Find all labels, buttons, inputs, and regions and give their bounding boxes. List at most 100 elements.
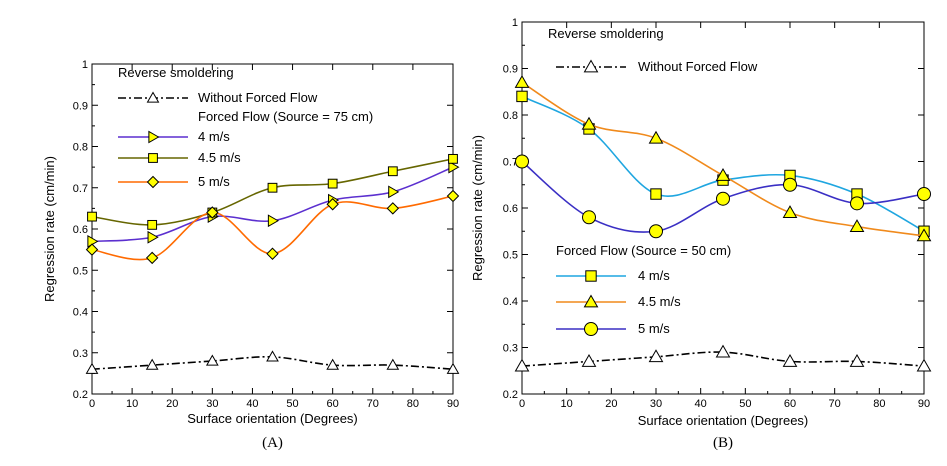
y-tick-label: 0.5 — [73, 265, 88, 277]
data-point — [849, 353, 865, 367]
data-point — [649, 224, 663, 239]
legend-label: 5 m/s — [638, 321, 670, 336]
x-tick-label: 30 — [206, 398, 218, 410]
y-tick-label: 0.4 — [73, 307, 88, 319]
data-point — [849, 219, 865, 232]
legend-label: 4.5 m/s — [638, 294, 681, 309]
x-tick-label: 60 — [327, 398, 339, 410]
y-tick-label: 0.6 — [73, 224, 88, 236]
legend-label: Without Forced Flow — [638, 59, 758, 74]
y-tick-label: 0.2 — [73, 389, 88, 401]
data-point — [715, 167, 731, 181]
legend-marker — [585, 270, 597, 282]
x-axis-label: Surface orientation (Degrees) — [187, 411, 358, 426]
data-point — [783, 177, 797, 192]
data-point — [267, 182, 278, 193]
legend-label: Without Forced Flow — [198, 90, 318, 105]
y-axis-label: Regression rate (cm/min) — [42, 156, 57, 302]
data-point — [388, 185, 400, 199]
x-tick-label: 90 — [918, 398, 930, 410]
data-point — [446, 189, 460, 203]
legend-marker — [584, 322, 598, 336]
y-tick-label: 0.5 — [503, 250, 518, 262]
data-point — [266, 350, 279, 362]
x-tick-label: 60 — [784, 398, 796, 410]
data-point — [147, 219, 158, 230]
data-point — [782, 353, 798, 367]
legend-label: 4.5 m/s — [198, 150, 241, 165]
data-point — [516, 90, 528, 103]
data-point — [648, 349, 664, 363]
legend-title: Reverse smoldering — [548, 26, 664, 41]
data-point — [515, 154, 529, 169]
y-tick-label: 0.6 — [503, 203, 518, 215]
legend-marker — [146, 175, 160, 189]
x-tick-label: 70 — [367, 398, 379, 410]
data-point — [145, 251, 159, 265]
y-tick-label: 0.3 — [73, 348, 88, 360]
x-tick-label: 50 — [739, 398, 751, 410]
x-axis-label: Surface orientation (Degrees) — [638, 413, 809, 428]
plot-frame — [521, 21, 925, 395]
x-tick-label: 40 — [695, 398, 707, 410]
x-tick-label: 10 — [126, 398, 138, 410]
data-point — [648, 130, 664, 144]
data-point — [715, 344, 731, 358]
x-tick-label: 20 — [166, 398, 178, 410]
legend-marker — [583, 294, 599, 308]
data-point — [387, 166, 398, 177]
x-tick-label: 10 — [561, 398, 573, 410]
x-tick-label: 50 — [286, 398, 298, 410]
data-point — [326, 358, 340, 370]
y-tick-label: 0.3 — [503, 343, 518, 355]
data-point — [850, 196, 864, 211]
legend-subtitle: Forced Flow (Source = 50 cm) — [556, 243, 731, 258]
legend-label: 4 m/s — [198, 129, 230, 144]
x-tick-label: 80 — [873, 398, 885, 410]
data-point — [206, 206, 219, 219]
legend-marker — [148, 153, 158, 163]
x-tick-label: 70 — [829, 398, 841, 410]
data-point — [85, 243, 99, 256]
x-tick-label: 80 — [407, 398, 419, 410]
data-point — [386, 358, 400, 370]
legend-label: 5 m/s — [198, 174, 230, 189]
y-tick-label: 0.9 — [503, 64, 518, 76]
legend-subtitle: Forced Flow (Source = 75 cm) — [198, 109, 373, 124]
data-point — [147, 230, 159, 244]
data-point — [514, 358, 530, 372]
y-tick-label: 0.9 — [73, 100, 88, 112]
y-tick-label: 0.2 — [503, 389, 518, 401]
y-tick-label: 0.7 — [73, 183, 88, 195]
data-point — [581, 353, 597, 367]
x-tick-label: 40 — [246, 398, 258, 410]
legend-marker — [146, 91, 160, 103]
legend-label: 4 m/s — [638, 268, 670, 283]
data-point — [85, 362, 99, 374]
data-point — [716, 191, 730, 206]
data-point — [782, 205, 798, 219]
data-point — [581, 116, 597, 130]
data-point — [327, 178, 338, 189]
data-point — [386, 202, 400, 215]
data-point — [582, 210, 596, 225]
y-axis-label: Regression rate (cm/min) — [470, 135, 485, 281]
y-tick-label: 0.8 — [503, 110, 518, 122]
data-point — [448, 160, 460, 174]
series-line — [521, 95, 925, 232]
y-tick-label: 0.8 — [73, 142, 88, 154]
panel-a: 0 10 20 30 40 50 60 70 80 90 0.2 0.3 0.4 0.5 0.6 0.7 0.8… — [42, 59, 460, 451]
legend-marker — [583, 59, 599, 73]
series-line — [91, 166, 454, 243]
legend: Reverse smoldering Forced Flow (Source = … — [118, 65, 373, 189]
legend: Reverse smoldering Forced Flow (Source = … — [548, 26, 758, 336]
data-point — [266, 247, 279, 260]
data-point — [650, 188, 662, 200]
legend-marker — [148, 130, 160, 144]
y-tick-label: 0.4 — [503, 296, 518, 308]
data-point — [917, 187, 931, 202]
panel-caption: (B) — [713, 435, 733, 451]
x-tick-label: 30 — [650, 398, 662, 410]
data-point — [448, 153, 458, 164]
